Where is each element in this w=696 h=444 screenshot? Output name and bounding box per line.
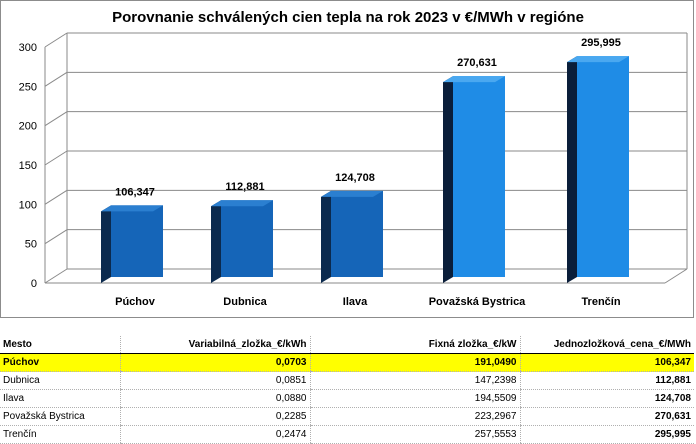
x-tick-label: Trenčín [581, 296, 620, 308]
cell-price: 112,881 [519, 371, 694, 390]
cell-price: 295,995 [519, 425, 694, 444]
data-label: 295,995 [581, 37, 621, 49]
cell-city: Dubnica [0, 371, 120, 390]
table-row: Dubnica 0,0851 147,2398 112,881 [0, 371, 694, 390]
bar [221, 200, 273, 277]
bar-top [567, 56, 629, 63]
header-variabilna: Variabilná_zložka_€/kWh [119, 336, 310, 354]
y-tick-label: 200 [19, 121, 37, 133]
header-jednozlozkova: Jednozložková_cena_€/MWh [519, 336, 694, 354]
data-label: 106,347 [115, 186, 155, 198]
y-tick-label: 0 [31, 278, 37, 290]
price-table: Mesto Variabilná_zložka_€/kWh Fixná zlož… [0, 336, 694, 444]
table-row: Púchov 0,0703 191,0490 106,347 [0, 353, 694, 372]
bar [331, 190, 383, 277]
gridline-depth [44, 71, 68, 87]
chart-area: Porovnanie schválených cien tepla na rok… [0, 0, 694, 318]
data-label: 112,881 [225, 181, 264, 193]
data-label: 124,708 [335, 172, 375, 184]
bar-top [321, 190, 383, 197]
floor-edge [664, 268, 688, 284]
cell-fixed: 257,5553 [309, 425, 520, 444]
y-tick-label: 250 [19, 81, 37, 93]
table-row: Ilava 0,0880 194,5509 124,708 [0, 389, 694, 408]
bar-side [567, 56, 577, 283]
cell-fixed: 191,0490 [309, 353, 520, 372]
gridline-depth [44, 111, 68, 127]
cell-variable: 0,0703 [119, 353, 310, 372]
y-tick-label: 150 [19, 160, 37, 172]
cell-fixed: 194,5509 [309, 389, 520, 408]
bar-top [101, 205, 163, 212]
bar [111, 205, 163, 277]
data-label: 270,631 [457, 57, 497, 69]
cell-fixed: 147,2398 [309, 371, 520, 390]
cell-variable: 0,0851 [119, 371, 310, 390]
bar-side [101, 205, 111, 283]
cell-city: Púchov [0, 353, 120, 372]
gridline-depth [44, 150, 68, 166]
cell-price: 124,708 [519, 389, 694, 408]
y-tick-label: 50 [25, 239, 37, 251]
cell-fixed: 223,2967 [309, 407, 520, 426]
cell-variable: 0,2474 [119, 425, 310, 444]
chart-title: Porovnanie schválených cien tepla na rok… [112, 9, 584, 26]
cell-price: 270,631 [519, 407, 694, 426]
cell-city: Ilava [0, 389, 120, 408]
bar [577, 56, 629, 277]
x-tick-label: Ilava [343, 296, 368, 308]
cell-price: 106,347 [519, 353, 694, 372]
bar-side [321, 190, 331, 283]
cell-city: Trenčín [0, 425, 120, 444]
gridline-depth [44, 268, 68, 284]
header-fixna: Fixná zložka_€/kW [309, 336, 520, 354]
y-tick-label: 300 [19, 42, 37, 54]
gridline-depth [44, 189, 68, 205]
bar-top [443, 76, 505, 83]
x-tick-label: Púchov [115, 296, 156, 308]
table-row: Trenčín 0,2474 257,5553 295,995 [0, 425, 694, 444]
x-tick-label: Považská Bystrica [429, 296, 526, 308]
header-mesto: Mesto [0, 336, 120, 354]
cell-city: Považská Bystrica [0, 407, 120, 426]
cell-variable: 0,2285 [119, 407, 310, 426]
bar-side [443, 76, 453, 284]
table-header-row: Mesto Variabilná_zložka_€/kWh Fixná zlož… [0, 336, 694, 354]
y-tick-label: 100 [19, 199, 37, 211]
bar-side [211, 200, 221, 283]
bar [453, 76, 505, 278]
x-tick-label: Dubnica [223, 296, 267, 308]
gridline-depth [44, 229, 68, 245]
cell-variable: 0,0880 [119, 389, 310, 408]
gridline-depth [44, 32, 68, 48]
bar-chart: 0 50 100 150 200 250 300 106,347 Púchov 112,881 Du… [19, 32, 688, 308]
table-row: Považská Bystrica 0,2285 223,2967 270,63… [0, 407, 694, 426]
bar-top [211, 200, 273, 207]
